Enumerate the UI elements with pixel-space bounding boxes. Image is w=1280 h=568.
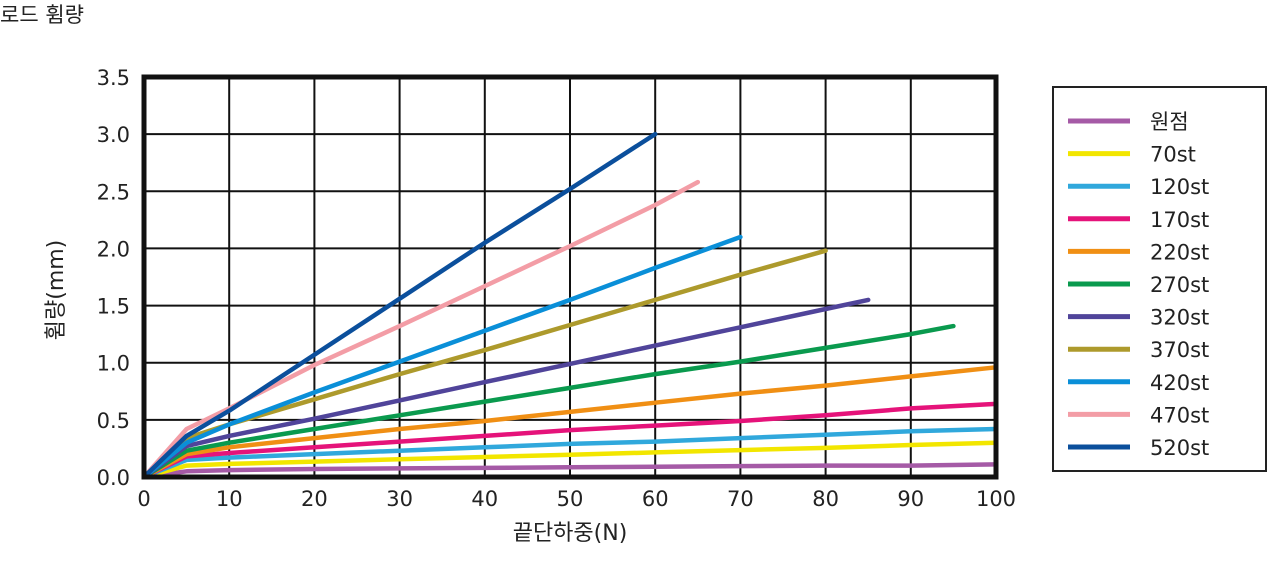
legend-label: 270st (1150, 273, 1209, 297)
series-line-8 (141, 234, 743, 480)
legend-label: 470st (1150, 403, 1209, 427)
series-line-5 (141, 323, 956, 480)
x-tick-label: 60 (642, 487, 669, 511)
x-tick-label: 10 (216, 487, 243, 511)
y-tick-label: 3.5 (97, 66, 130, 90)
legend-label: 원점 (1150, 110, 1189, 134)
legend-label: 70st (1150, 143, 1196, 167)
x-tick-label: 90 (897, 487, 924, 511)
y-axis-label: 휨량(mm) (44, 240, 69, 341)
legend-label: 120st (1150, 175, 1209, 199)
y-tick-label: 2.5 (97, 180, 130, 204)
chart-title: 로드 휨량 (0, 3, 84, 27)
y-tick-labels: 0.0 0.5 1.0 1.5 2.0 2.5 3.0 3.5 (97, 66, 130, 490)
legend-box (1052, 86, 1267, 472)
legend-label: 370st (1150, 338, 1209, 362)
x-tick-label: 30 (386, 487, 413, 511)
series-line-9 (141, 179, 701, 480)
series-line-6 (141, 297, 871, 480)
x-axis-label: 끝단하중(N) (513, 521, 628, 546)
series-line-0 (141, 462, 999, 480)
x-tick-label: 80 (812, 487, 839, 511)
series-line-4 (141, 365, 999, 480)
y-tick-label: 0.5 (97, 409, 130, 433)
series-line-1 (141, 440, 999, 480)
y-tick-label: 3.0 (97, 123, 130, 147)
x-tick-label: 100 (976, 487, 1016, 511)
legend-label: 520st (1150, 436, 1209, 460)
series-line-3 (141, 401, 999, 480)
x-tick-label: 0 (137, 487, 150, 511)
x-tick-label: 40 (471, 487, 498, 511)
grid-lines (143, 76, 997, 478)
x-tick-label: 70 (727, 487, 754, 511)
series-line-2 (141, 426, 999, 480)
legend-label: 170st (1150, 208, 1209, 232)
y-tick-label: 1.0 (97, 352, 130, 376)
legend-label: 220st (1150, 240, 1209, 264)
legend-label: 320st (1150, 306, 1209, 330)
y-tick-label: 2.0 (97, 237, 130, 261)
series-lines (141, 131, 999, 480)
legend: 원점 70st 120st 170st 220st 270st 320st 370st 420s… (1052, 86, 1267, 472)
x-tick-label: 20 (301, 487, 328, 511)
x-tick-label: 50 (557, 487, 584, 511)
x-tick-labels: 0 10 20 30 40 50 60 70 80 90 100 (137, 487, 1016, 511)
plot-frame (141, 74, 999, 480)
series-line-10 (141, 131, 658, 480)
y-tick-label: 0.0 (97, 466, 130, 490)
legend-label: 420st (1150, 371, 1209, 395)
y-tick-label: 1.5 (97, 295, 130, 319)
